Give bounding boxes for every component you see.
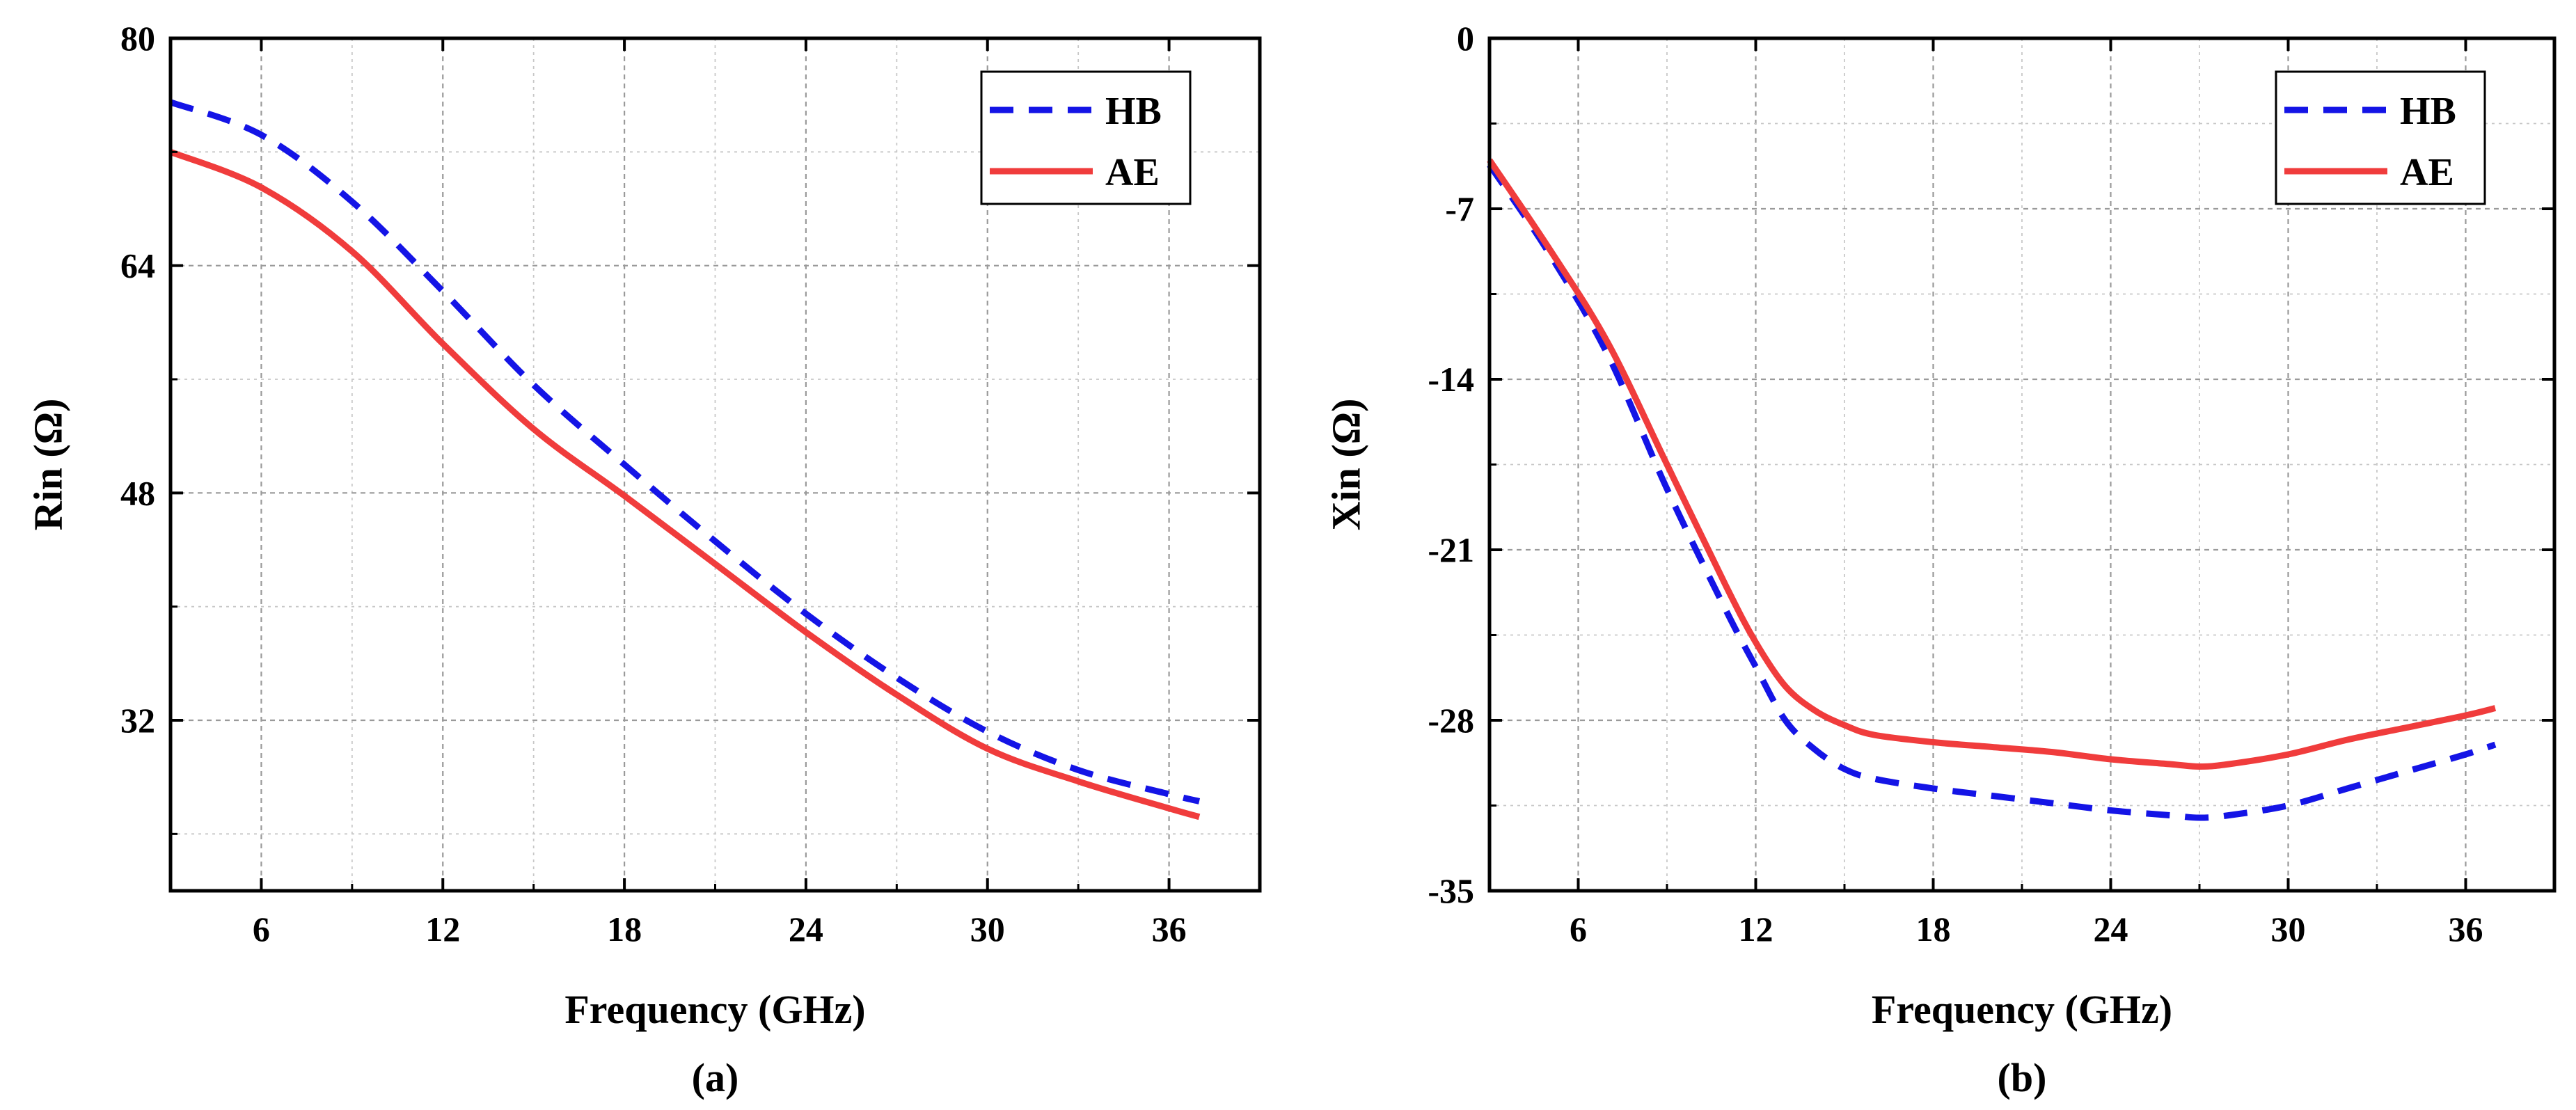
panel-a-rin-chart: 6 12 18 24 30 36 32 48 64 80 Frequency (GHz) Rin … (25, 19, 1262, 1100)
panel-b-legend: HB AE (2275, 70, 2486, 205)
panel-a-legend: HB AE (980, 70, 1192, 205)
panel-a-y-tick-label: 64 (120, 246, 155, 285)
panel-b-xin-chart: 6 12 18 24 30 36 0 -7 -14 -21 -28 -35 Frequency (GH… (1323, 19, 2557, 1100)
panel-a-series-ae (169, 149, 1201, 820)
panel-b-y-tick-label: 0 (1457, 19, 1474, 58)
panel-a-x-tick-label: 6 (253, 910, 270, 949)
panel-b-y-tick-label: -14 (1428, 360, 1474, 399)
panel-a-x-axis-label: Frequency (GHz) (564, 987, 865, 1032)
panel-b-caption: (b) (1998, 1055, 2047, 1100)
panel-b-ticks: 6 12 18 24 30 36 0 -7 -14 -21 -28 -35 (1428, 19, 2554, 949)
panel-b-x-tick-label: 24 (2094, 910, 2128, 949)
panel-b-x-tick-label: 36 (2449, 910, 2483, 949)
panel-b-series-ae (1487, 158, 2497, 770)
panel-a-series (169, 99, 1201, 820)
panel-a-x-tick-label: 30 (970, 910, 1005, 949)
panel-a-legend-ae-label: AE (1105, 151, 1160, 194)
panel-b-x-tick-label: 12 (1739, 910, 1773, 949)
panel-b-y-tick-label: -21 (1428, 530, 1474, 569)
panel-a-caption: (a) (692, 1055, 739, 1100)
panel-b-y-tick-label: -35 (1428, 871, 1474, 910)
panel-b-x-axis-label: Frequency (GHz) (1872, 987, 2172, 1032)
panel-a-y-tick-label: 48 (120, 473, 155, 512)
panel-b-y-axis-label: Xin (Ω) (1323, 399, 1368, 531)
panel-a-x-tick-label: 36 (1152, 910, 1187, 949)
panel-b-series (1487, 158, 2497, 821)
panel-a-series-hb (169, 99, 1201, 804)
panel-a-y-axis-label: Rin (Ω) (25, 399, 70, 531)
panel-a-legend-box (980, 70, 1192, 205)
panel-b-x-tick-label: 18 (1916, 910, 1951, 949)
panel-b-series-hb (1487, 163, 2497, 821)
panel-a-y-tick-label: 80 (120, 19, 155, 58)
panel-a-y-tick-label: 32 (120, 701, 155, 740)
panel-a-legend-hb-label: HB (1105, 90, 1162, 133)
panel-b-y-tick-label: -7 (1445, 189, 1474, 228)
panel-b-x-tick-label: 6 (1570, 910, 1587, 949)
panel-b-legend-ae-label: AE (2400, 151, 2454, 194)
panel-b-x-tick-label: 30 (2271, 910, 2306, 949)
panel-b-legend-box (2275, 70, 2486, 205)
panel-b-y-tick-label: -28 (1428, 701, 1474, 740)
panel-a-x-tick-label: 12 (425, 910, 460, 949)
panel-a-ticks: 6 12 18 24 30 36 32 48 64 80 (120, 19, 1260, 949)
panel-a-x-tick-label: 24 (789, 910, 823, 949)
panel-b-legend-hb-label: HB (2400, 90, 2456, 133)
panel-a-x-tick-label: 18 (607, 910, 642, 949)
